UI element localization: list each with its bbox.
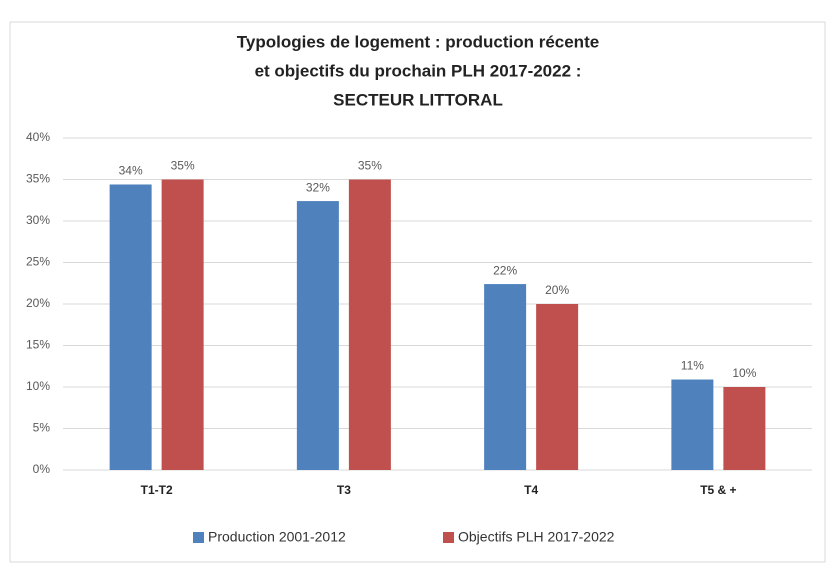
- bar: [161, 179, 204, 470]
- legend-swatch: [193, 532, 204, 543]
- bar: [348, 179, 391, 470]
- bar: [723, 387, 766, 470]
- y-tick-label: 20%: [26, 296, 50, 310]
- y-tick-label: 0%: [33, 462, 51, 476]
- chart-title: et objectifs du prochain PLH 2017-2022 :: [255, 61, 582, 80]
- y-tick-label: 30%: [26, 213, 50, 227]
- legend-swatch: [443, 532, 454, 543]
- bar: [536, 304, 579, 470]
- data-label: 35%: [171, 159, 195, 173]
- bar: [109, 184, 152, 471]
- data-label: 20%: [545, 283, 569, 297]
- x-tick-label: T3: [337, 483, 351, 497]
- bar: [296, 201, 339, 470]
- y-tick-label: 40%: [26, 130, 50, 144]
- y-tick-label: 10%: [26, 379, 50, 393]
- y-tick-label: 35%: [26, 172, 50, 186]
- y-tick-label: 25%: [26, 255, 50, 269]
- y-tick-label: 5%: [33, 421, 51, 435]
- data-label: 10%: [732, 366, 756, 380]
- bar: [484, 284, 527, 470]
- data-label: 34%: [119, 164, 143, 178]
- bar: [671, 379, 714, 470]
- y-tick-label: 15%: [26, 338, 50, 352]
- data-label: 32%: [306, 180, 330, 194]
- legend-label: Production 2001-2012: [208, 529, 346, 545]
- x-tick-label: T5 & +: [700, 483, 736, 497]
- x-tick-label: T4: [524, 483, 538, 497]
- data-label: 11%: [681, 359, 704, 373]
- data-label: 35%: [358, 159, 382, 173]
- data-label: 22%: [493, 263, 517, 277]
- legend-label: Objectifs PLH 2017-2022: [458, 529, 615, 545]
- chart-title: SECTEUR LITTORAL: [333, 90, 503, 109]
- x-tick-label: T1-T2: [141, 483, 173, 497]
- chart-title: Typologies de logement : production réce…: [237, 32, 599, 51]
